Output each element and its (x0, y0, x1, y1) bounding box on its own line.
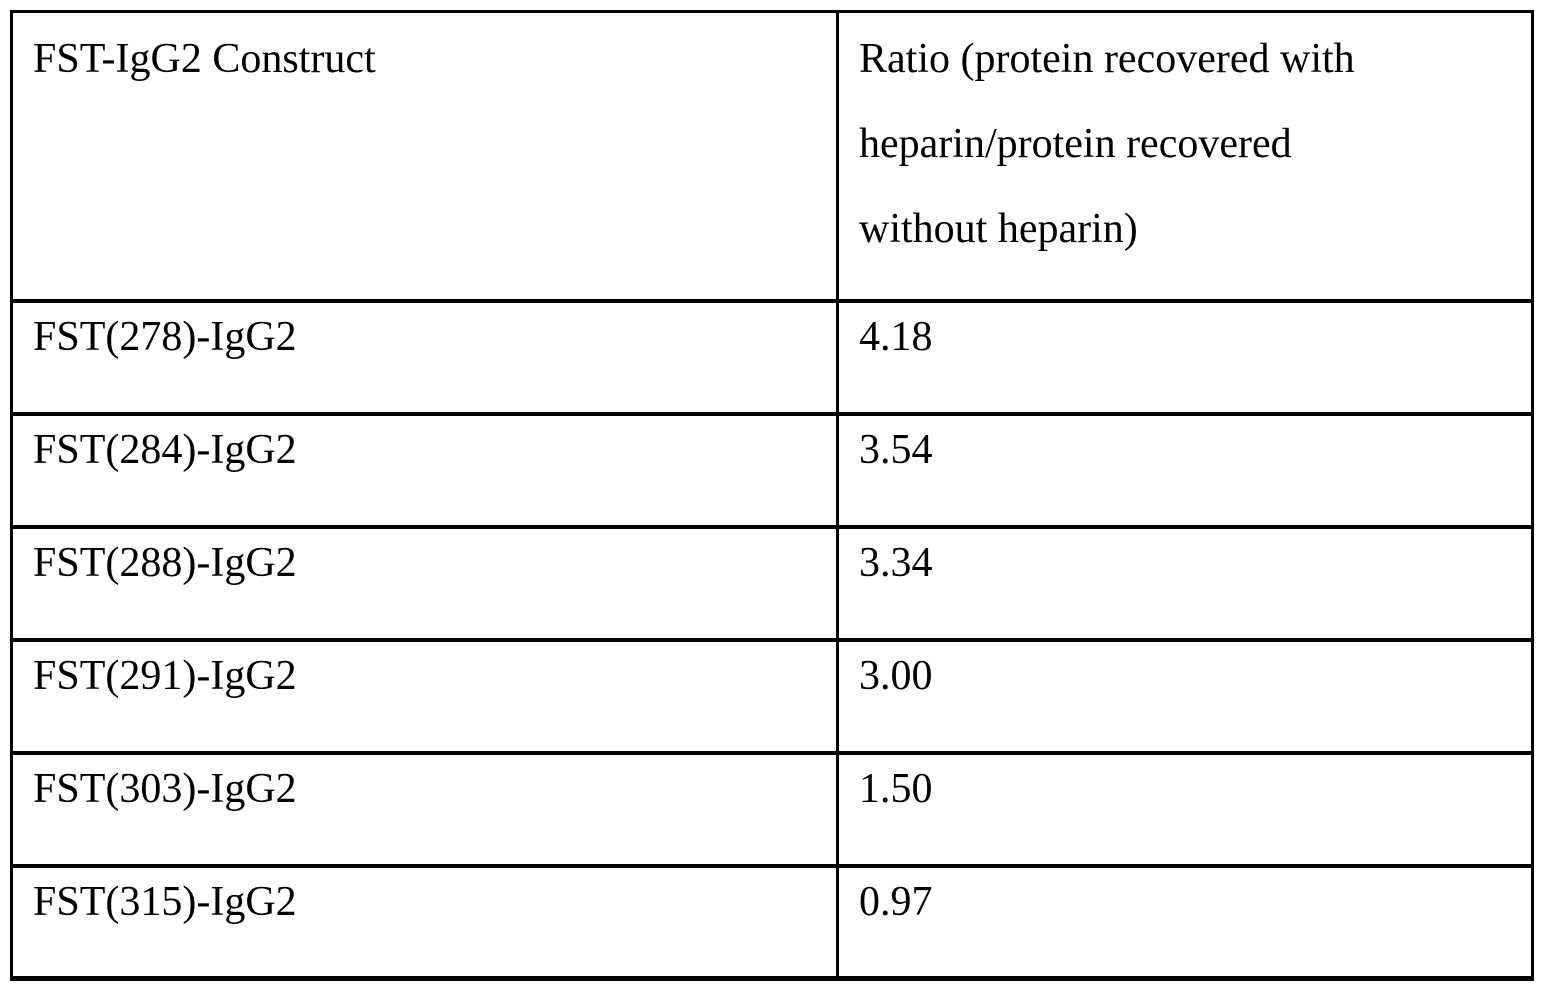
table-row: FST(278)-IgG2 4.18 (10, 299, 1534, 416)
ratio-cell: 1.50 (836, 751, 1534, 868)
ratio-cell: 4.18 (836, 299, 1534, 416)
ratio-cell: 0.97 (836, 864, 1534, 981)
column-header-ratio-line-1: Ratio (protein recovered with (859, 36, 1355, 82)
construct-cell: FST(288)-IgG2 (10, 525, 839, 642)
table-row: FST(284)-IgG2 3.54 (10, 412, 1534, 529)
construct-cell: FST(315)-IgG2 (10, 864, 839, 981)
column-header-ratio-line-2: heparin/protein recovered (859, 121, 1292, 167)
ratio-cell: 3.54 (836, 412, 1534, 529)
table-row: FST(288)-IgG2 3.34 (10, 525, 1534, 642)
ratio-cell: 3.00 (836, 638, 1534, 755)
column-header-construct: FST-IgG2 Construct (10, 10, 839, 303)
table-row: FST(303)-IgG2 1.50 (10, 751, 1534, 868)
construct-cell: FST(291)-IgG2 (10, 638, 839, 755)
column-header-ratio-line-3: without heparin) (859, 206, 1138, 252)
ratio-cell: 3.34 (836, 525, 1534, 642)
table-row: FST(315)-IgG2 0.97 (10, 864, 1534, 981)
construct-cell: FST(278)-IgG2 (10, 299, 839, 416)
data-table: FST-IgG2 Construct Ratio (protein recove… (10, 10, 1534, 981)
fst-igg2-heparin-ratio-table: FST-IgG2 Construct Ratio (protein recove… (10, 10, 1534, 981)
table-row: FST(291)-IgG2 3.00 (10, 638, 1534, 755)
construct-cell: FST(284)-IgG2 (10, 412, 839, 529)
column-header-ratio: Ratio (protein recovered with heparin/pr… (836, 10, 1534, 303)
table-header-row: FST-IgG2 Construct Ratio (protein recove… (10, 10, 1534, 303)
construct-cell: FST(303)-IgG2 (10, 751, 839, 868)
